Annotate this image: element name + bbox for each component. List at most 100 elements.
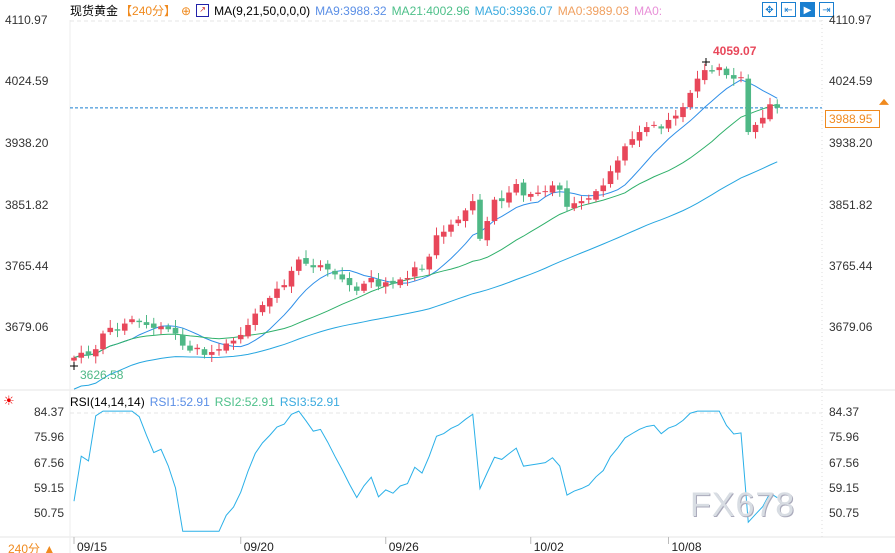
candle-body	[245, 324, 251, 337]
candle-body	[288, 270, 295, 287]
watermark: FX678	[690, 486, 796, 524]
candle-body	[716, 67, 723, 71]
rsi-tick-right: 50.75	[829, 506, 860, 520]
ma-icon[interactable]: ↗	[196, 4, 210, 17]
candle-body	[745, 78, 752, 133]
rsi-label: RSI(14,14,14)	[70, 395, 145, 409]
rsi1-value: RSI1:52.91	[149, 395, 210, 409]
date-label: 09/26	[388, 540, 419, 553]
candle-body	[230, 340, 237, 344]
rsi-tick-left: 67.56	[34, 455, 65, 470]
range-icon[interactable]: ⇤	[781, 2, 796, 17]
price-tick-right: 4110.97	[829, 13, 872, 27]
candle-body	[651, 124, 657, 126]
price-tick-left: 3679.06	[5, 320, 49, 335]
candle-body	[201, 349, 208, 355]
candle-body	[92, 349, 99, 357]
price-tick-left: 4110.97	[5, 13, 48, 27]
candle-body	[571, 203, 578, 209]
candle-body	[614, 160, 621, 173]
rsi3-value: RSI3:52.91	[279, 395, 340, 409]
candle-body	[477, 199, 483, 239]
candle-body	[252, 313, 259, 325]
candle-body	[767, 104, 773, 120]
settings-sun-icon[interactable]: ☀	[3, 393, 15, 408]
candle-body	[353, 286, 360, 291]
candle-body	[310, 265, 317, 268]
price-tick-right: 3851.82	[829, 197, 873, 212]
candle-body	[723, 68, 730, 76]
candle-body	[194, 347, 201, 350]
candle-body	[498, 198, 505, 202]
candle-body	[179, 334, 186, 346]
candle-body	[397, 279, 404, 286]
period-selector[interactable]: 【240分】	[120, 4, 177, 18]
price-tick-left: 3851.82	[5, 197, 49, 212]
candle-body	[426, 256, 433, 270]
candle-body	[346, 277, 353, 286]
price-tick-right: 3938.20	[829, 136, 873, 150]
candle-body	[165, 326, 172, 330]
price-tick-right: 3765.44	[829, 258, 873, 273]
period-footer[interactable]: 240分 ▲	[8, 542, 56, 553]
candle-body	[622, 146, 628, 161]
candle-body	[295, 259, 302, 271]
candle-body	[556, 185, 563, 190]
play-icon[interactable]: ▶	[800, 2, 815, 17]
candle-body	[259, 305, 266, 313]
chart-toolbar: ✥ ⇤ ▶ ⇥	[762, 2, 834, 17]
candle-body	[636, 132, 643, 141]
rsi-tick-right: 67.56	[829, 455, 860, 470]
candle-body	[709, 70, 715, 72]
candle-body	[274, 288, 280, 298]
candle-body	[578, 201, 585, 204]
ma9-value: MA9:3988.32	[315, 3, 387, 18]
current-price-arrow-icon	[879, 98, 889, 105]
candle-body	[694, 78, 701, 92]
candle-body	[317, 265, 324, 268]
rsi2-value: RSI2:52.91	[214, 395, 275, 409]
crosshair-icon[interactable]: ✥	[762, 2, 777, 17]
date-label: 10/08	[671, 540, 702, 553]
rsi-line	[73, 410, 778, 532]
candle-body	[484, 221, 491, 241]
candle-body	[114, 329, 121, 331]
ma50-line	[73, 161, 778, 390]
ma-label[interactable]: MA(9,21,50,0,0,0)	[214, 3, 311, 18]
candle-body	[527, 193, 534, 197]
candle-body	[266, 297, 273, 307]
symbol-name: 现货黄金	[70, 4, 119, 18]
candle-body	[491, 199, 498, 222]
exit-icon[interactable]: ⇥	[819, 2, 834, 17]
date-label: 10/02	[533, 540, 564, 553]
candle-body	[643, 127, 650, 133]
candle-body	[237, 334, 244, 340]
price-tick-left: 3765.44	[5, 258, 49, 273]
candle-body	[738, 77, 744, 79]
candle-body	[208, 352, 215, 355]
ma0-value-2: MA0:	[634, 3, 663, 18]
candle-body	[121, 323, 128, 331]
candle-body	[158, 326, 164, 330]
candle-body	[440, 231, 447, 237]
candle-body	[593, 191, 599, 200]
candle-body	[672, 115, 679, 119]
candle-body	[701, 70, 708, 81]
candle-body	[281, 285, 288, 288]
candle-body	[506, 192, 512, 203]
candle-body	[107, 327, 114, 333]
candle-body	[680, 107, 686, 118]
rsi-tick-right: 59.15	[829, 480, 860, 495]
ma0-value: MA0:3989.03	[557, 3, 630, 18]
main-legend: 现货黄金 【240分】 ⊕ ↗ MA(9,21,50,0,0,0) MA9:39…	[70, 2, 662, 19]
candle-body	[172, 327, 179, 334]
ma21-value: MA21:4002.96	[391, 3, 470, 18]
candle-body	[187, 345, 193, 351]
circle-plus-icon[interactable]: ⊕	[181, 3, 192, 18]
candle-body	[462, 210, 469, 222]
current-price-label: 3988.95	[825, 110, 880, 128]
date-label: 09/20	[243, 540, 274, 553]
rsi-legend: RSI(14,14,14) RSI1:52.91 RSI2:52.91 RSI3…	[70, 395, 340, 409]
